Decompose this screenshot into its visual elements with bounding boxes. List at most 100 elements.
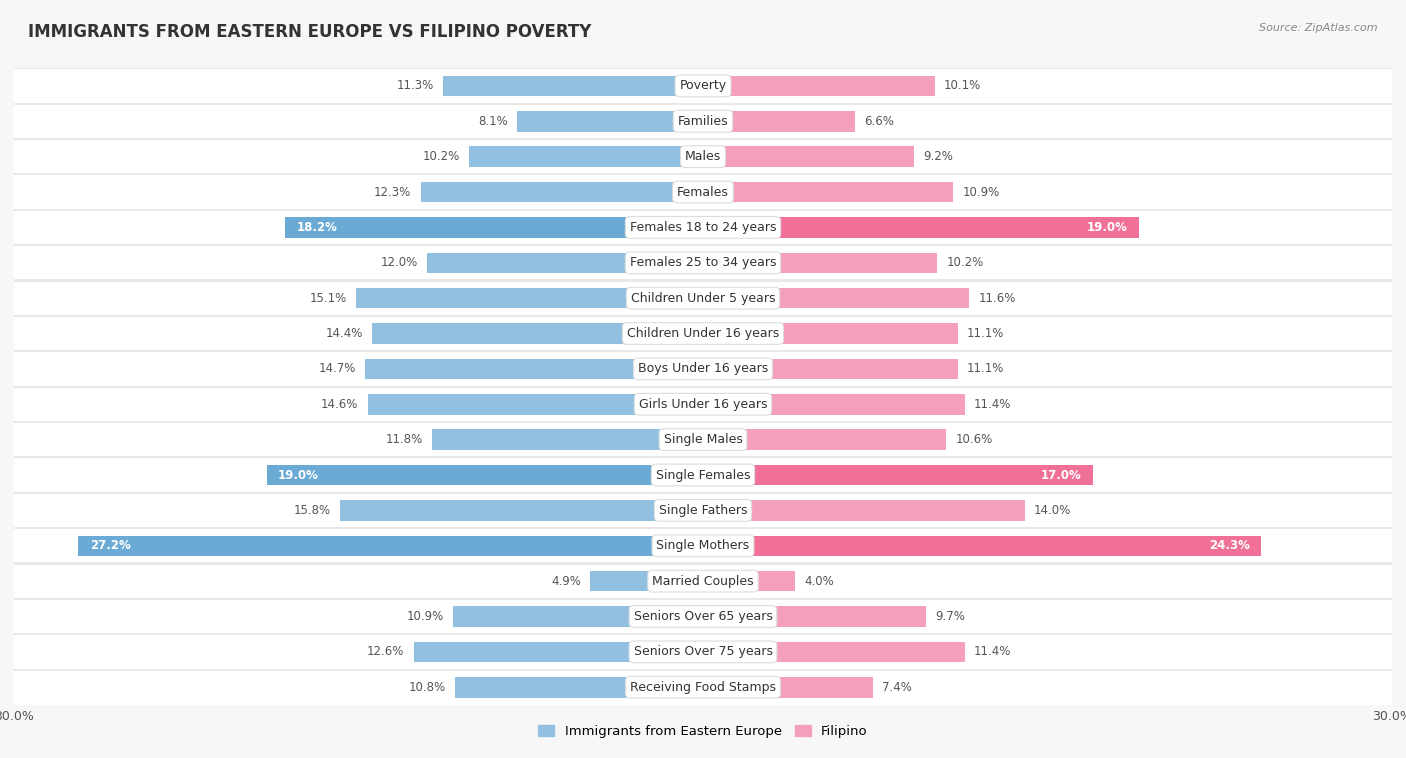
Bar <box>703 677 873 697</box>
Text: Receiving Food Stamps: Receiving Food Stamps <box>630 681 776 694</box>
Text: 9.2%: 9.2% <box>924 150 953 163</box>
Bar <box>14 599 1392 634</box>
Bar <box>14 456 1392 459</box>
Text: Girls Under 16 years: Girls Under 16 years <box>638 398 768 411</box>
Text: 6.6%: 6.6% <box>863 114 894 128</box>
Bar <box>14 669 1392 705</box>
Bar <box>517 111 703 132</box>
Bar <box>14 350 1392 352</box>
Bar <box>14 174 1392 175</box>
Bar <box>468 146 703 167</box>
Bar <box>703 535 1261 556</box>
Bar <box>340 500 703 521</box>
Bar <box>703 641 965 662</box>
Bar <box>14 387 1392 422</box>
Text: 10.8%: 10.8% <box>409 681 446 694</box>
Text: Females: Females <box>678 186 728 199</box>
Bar <box>14 245 1392 280</box>
Bar <box>703 182 953 202</box>
Bar <box>14 563 1392 599</box>
Bar <box>703 359 957 379</box>
Bar <box>14 68 1392 104</box>
Bar <box>285 217 703 238</box>
Text: Seniors Over 75 years: Seniors Over 75 years <box>634 645 772 659</box>
Bar <box>14 527 1392 529</box>
Bar <box>14 528 1392 563</box>
Bar <box>14 422 1392 457</box>
Text: IMMIGRANTS FROM EASTERN EUROPE VS FILIPINO POVERTY: IMMIGRANTS FROM EASTERN EUROPE VS FILIPI… <box>28 23 592 41</box>
Legend: Immigrants from Eastern Europe, Filipino: Immigrants from Eastern Europe, Filipino <box>533 719 873 743</box>
Bar <box>14 174 1392 210</box>
Text: 11.1%: 11.1% <box>967 362 1004 375</box>
Text: 19.0%: 19.0% <box>278 468 319 481</box>
Bar <box>703 252 938 273</box>
Bar <box>14 67 1392 69</box>
Text: 12.3%: 12.3% <box>374 186 412 199</box>
Bar <box>14 104 1392 139</box>
Bar <box>14 492 1392 493</box>
Bar <box>14 316 1392 351</box>
Text: 14.6%: 14.6% <box>321 398 359 411</box>
Bar <box>703 394 965 415</box>
Text: Families: Families <box>678 114 728 128</box>
Bar <box>456 677 703 697</box>
Text: 11.1%: 11.1% <box>967 327 1004 340</box>
Text: Poverty: Poverty <box>679 80 727 92</box>
Bar <box>14 208 1392 211</box>
Text: 27.2%: 27.2% <box>90 539 131 553</box>
Bar <box>427 252 703 273</box>
Text: 4.9%: 4.9% <box>551 575 581 587</box>
Text: 10.9%: 10.9% <box>963 186 1000 199</box>
Text: 7.4%: 7.4% <box>882 681 912 694</box>
Text: 14.4%: 14.4% <box>326 327 363 340</box>
Text: 24.3%: 24.3% <box>1209 539 1250 553</box>
Text: 11.6%: 11.6% <box>979 292 1017 305</box>
Text: 19.0%: 19.0% <box>1087 221 1128 234</box>
Bar <box>14 102 1392 105</box>
Text: Children Under 16 years: Children Under 16 years <box>627 327 779 340</box>
Text: 15.1%: 15.1% <box>309 292 347 305</box>
Text: 11.4%: 11.4% <box>974 645 1011 659</box>
Text: 12.6%: 12.6% <box>367 645 405 659</box>
Bar <box>413 641 703 662</box>
Bar <box>14 421 1392 423</box>
Bar <box>453 606 703 627</box>
Text: Source: ZipAtlas.com: Source: ZipAtlas.com <box>1260 23 1378 33</box>
Bar <box>703 288 969 309</box>
Text: Married Couples: Married Couples <box>652 575 754 587</box>
Bar <box>703 571 794 591</box>
Text: 10.6%: 10.6% <box>956 433 993 446</box>
Bar <box>356 288 703 309</box>
Bar <box>703 500 1025 521</box>
Bar <box>703 606 925 627</box>
Text: 15.8%: 15.8% <box>294 504 330 517</box>
Bar <box>366 359 703 379</box>
Bar <box>14 457 1392 493</box>
Bar <box>79 535 703 556</box>
Bar <box>703 323 957 344</box>
Bar <box>703 465 1094 485</box>
Text: Single Fathers: Single Fathers <box>659 504 747 517</box>
Text: Single Males: Single Males <box>664 433 742 446</box>
Text: Boys Under 16 years: Boys Under 16 years <box>638 362 768 375</box>
Text: 18.2%: 18.2% <box>297 221 337 234</box>
Bar <box>703 146 914 167</box>
Bar <box>14 138 1392 140</box>
Bar <box>14 634 1392 669</box>
Bar <box>443 76 703 96</box>
Bar <box>14 210 1392 245</box>
Text: 11.3%: 11.3% <box>396 80 434 92</box>
Bar <box>368 394 703 415</box>
Bar <box>14 598 1392 600</box>
Bar <box>14 280 1392 281</box>
Bar <box>14 280 1392 316</box>
Text: 4.0%: 4.0% <box>804 575 834 587</box>
Bar <box>14 351 1392 387</box>
Text: 10.2%: 10.2% <box>422 150 460 163</box>
Text: Males: Males <box>685 150 721 163</box>
Text: 9.7%: 9.7% <box>935 610 965 623</box>
Bar <box>420 182 703 202</box>
Bar <box>373 323 703 344</box>
Bar <box>14 633 1392 635</box>
Bar <box>591 571 703 591</box>
